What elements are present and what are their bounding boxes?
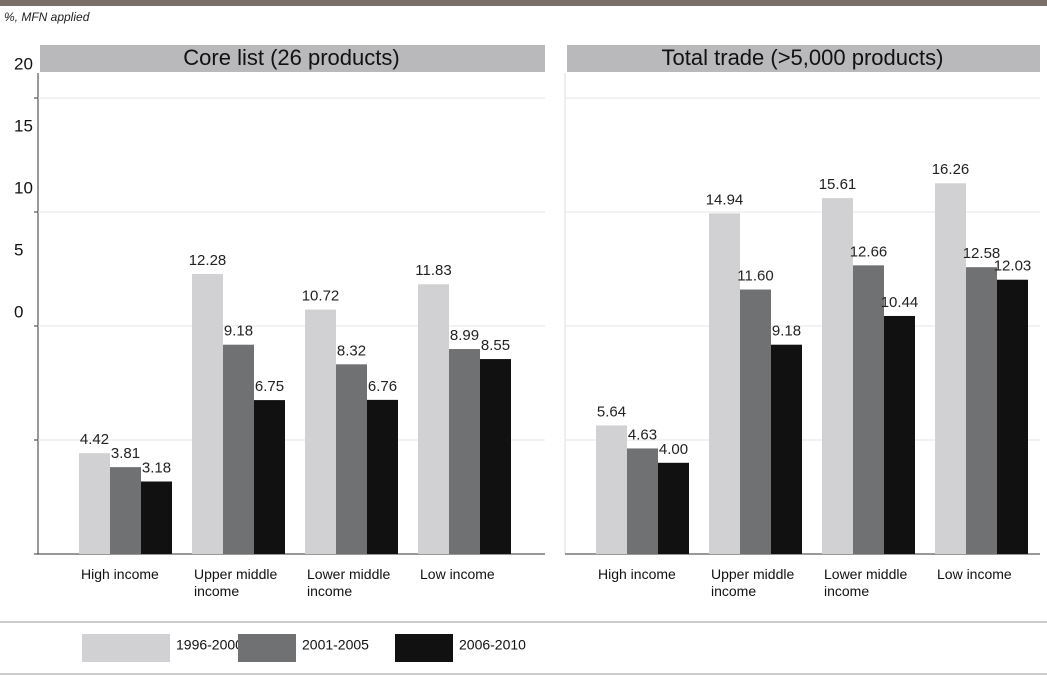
bar bbox=[480, 359, 511, 554]
data-label: 9.18 bbox=[224, 323, 253, 340]
bar bbox=[367, 399, 398, 554]
data-label: 11.60 bbox=[737, 267, 773, 284]
bar bbox=[771, 344, 802, 554]
data-label: 12.58 bbox=[963, 245, 1001, 262]
legend-swatch bbox=[395, 634, 453, 662]
legend-swatch bbox=[82, 634, 170, 662]
bar bbox=[740, 289, 771, 554]
data-label: 15.61 bbox=[819, 176, 857, 193]
bar bbox=[449, 349, 480, 554]
data-label: 12.66 bbox=[850, 243, 888, 260]
data-label: 3.81 bbox=[111, 445, 140, 462]
data-label: 4.63 bbox=[628, 426, 657, 443]
bar bbox=[709, 213, 740, 555]
data-label: 16.26 bbox=[932, 161, 970, 178]
bar bbox=[79, 453, 110, 554]
data-label: 3.18 bbox=[142, 459, 171, 476]
data-label: 11.83 bbox=[415, 262, 451, 279]
data-label: 14.94 bbox=[706, 191, 744, 208]
bar bbox=[658, 462, 689, 554]
y-tick-label: 15 bbox=[14, 116, 33, 135]
data-label: 9.18 bbox=[772, 323, 801, 340]
data-label: 12.28 bbox=[189, 252, 227, 269]
data-label: 4.42 bbox=[80, 431, 109, 448]
y-tick-label: 10 bbox=[14, 178, 33, 197]
y-tick-label: 0 bbox=[14, 302, 23, 321]
legend-label: 1996-2000 bbox=[176, 637, 243, 653]
y-tick-label: 5 bbox=[14, 240, 23, 259]
data-label: 5.64 bbox=[597, 403, 626, 420]
top-bar bbox=[0, 0, 1047, 6]
data-label: 10.72 bbox=[302, 288, 340, 305]
data-label: 12.03 bbox=[994, 258, 1032, 275]
x-tick-label: Lower middle income bbox=[824, 566, 908, 599]
legend-label: 2006-2010 bbox=[459, 637, 526, 653]
data-label: 8.55 bbox=[481, 337, 510, 354]
x-tick-label: Upper middle income bbox=[711, 566, 795, 599]
data-label: 10.44 bbox=[881, 294, 919, 311]
bar bbox=[336, 364, 367, 554]
bar bbox=[627, 448, 658, 554]
x-tick-label: High income bbox=[598, 566, 676, 582]
bar bbox=[853, 265, 884, 554]
panel-title: Core list (26 products) bbox=[183, 45, 399, 70]
x-tick-label: Upper middle income bbox=[194, 566, 278, 599]
panel-header bbox=[567, 45, 1040, 72]
data-label: 4.00 bbox=[659, 441, 688, 458]
data-label: 6.76 bbox=[368, 378, 397, 395]
bar bbox=[192, 274, 223, 554]
data-label: 8.32 bbox=[337, 342, 366, 359]
y-tick-label: 20 bbox=[14, 54, 33, 73]
data-label: 8.99 bbox=[450, 327, 479, 344]
bar bbox=[418, 284, 449, 554]
bar bbox=[110, 467, 141, 554]
x-tick-label: Low income bbox=[420, 566, 495, 582]
bar bbox=[884, 315, 915, 554]
bar bbox=[997, 279, 1028, 554]
bar bbox=[223, 344, 254, 554]
axis-note: %, MFN applied bbox=[4, 10, 90, 24]
panel-title: Total trade (>5,000 products) bbox=[662, 45, 944, 70]
x-tick-label: High income bbox=[81, 566, 159, 582]
data-label: 6.75 bbox=[255, 378, 284, 395]
panel-header bbox=[40, 45, 545, 72]
bar bbox=[596, 425, 627, 554]
bar bbox=[822, 198, 853, 555]
bar bbox=[254, 400, 285, 554]
bar bbox=[305, 309, 336, 554]
x-tick-label: Lower middle income bbox=[307, 566, 391, 599]
x-tick-label: Low income bbox=[937, 566, 1012, 582]
legend-swatch bbox=[238, 634, 296, 662]
bar bbox=[141, 481, 172, 554]
bar bbox=[966, 267, 997, 554]
bar bbox=[935, 183, 966, 554]
legend-label: 2001-2005 bbox=[302, 637, 369, 653]
